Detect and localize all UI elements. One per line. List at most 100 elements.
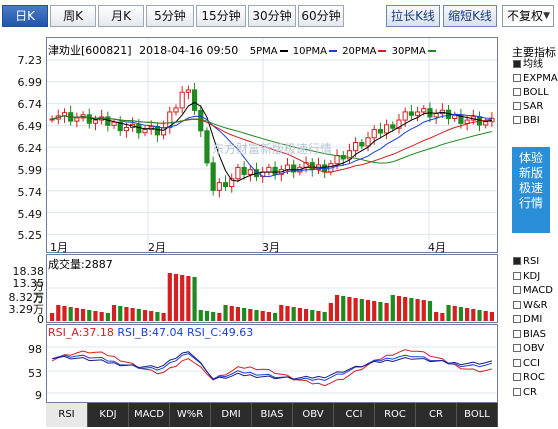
tab-cr[interactable]: CR — [416, 403, 457, 427]
period-tab-30min[interactable]: 30分钟 — [248, 5, 296, 27]
tab-dmi[interactable]: DMI — [211, 403, 252, 427]
sub-indicator-roc[interactable]: ROC — [513, 371, 545, 384]
tab-kdj[interactable]: KDJ — [88, 403, 129, 427]
price-tick: 5.74 — [17, 186, 43, 199]
candle-up — [334, 154, 340, 165]
candle-down — [377, 129, 383, 134]
volume-bar — [483, 311, 488, 321]
tab-bias[interactable]: BIAS — [252, 403, 293, 427]
candle-down — [117, 121, 123, 132]
rsi-b-value: RSI_B:47.04 — [117, 326, 184, 339]
sub-indicator-wr[interactable]: W&R — [513, 299, 548, 312]
rsi-panel[interactable] — [46, 324, 498, 403]
candle-up — [173, 107, 179, 113]
radio-icon — [513, 102, 521, 110]
volume-bar — [427, 301, 433, 321]
new-version-promo[interactable]: 体验 新版 极速 行情 — [512, 147, 550, 233]
main-indicator-[interactable]: 均线 — [513, 58, 543, 71]
candle-down — [359, 142, 365, 147]
volume-bar — [93, 311, 98, 321]
month-label: 1月 — [50, 241, 68, 254]
sub-indicator-cr[interactable]: CR — [513, 386, 537, 399]
promo-line: 行情 — [518, 196, 543, 210]
volume-bar — [186, 276, 191, 321]
volume-bar — [446, 305, 451, 321]
volume-bar — [229, 306, 234, 321]
period-tab-5min[interactable]: 5分钟 — [146, 5, 194, 27]
adjust-select[interactable]: 不复权 ▼ — [502, 5, 554, 27]
volume-bar — [192, 277, 197, 321]
candle-up — [353, 142, 359, 152]
indicator-label: CR — [523, 386, 537, 398]
month-label: 3月 — [262, 241, 280, 254]
candle-up — [142, 129, 148, 134]
price-tick: 7.23 — [17, 54, 43, 67]
main-indicator-bbi[interactable]: BBI — [513, 114, 540, 127]
volume-bar — [180, 275, 185, 321]
volume-bar — [471, 309, 476, 321]
period-tab-week[interactable]: 周K — [50, 5, 96, 27]
main-indicator-expma[interactable]: EXPMA — [513, 72, 558, 85]
volume-tick: 3.29万 — [8, 303, 45, 316]
sub-indicator-bias[interactable]: BIAS — [513, 328, 546, 341]
candle-up — [185, 89, 191, 93]
period-tab-60min[interactable]: 60分钟 — [298, 5, 344, 27]
ma30-swatch — [427, 50, 436, 52]
indicator-label: SAR — [523, 101, 544, 112]
tab-boll[interactable]: BOLL — [457, 403, 498, 427]
ma20-swatch — [378, 50, 387, 52]
indicator-label: MACD — [523, 285, 553, 296]
volume-bar — [136, 309, 141, 321]
volume-bar — [149, 311, 154, 321]
volume-bar — [291, 307, 296, 321]
candle-up — [483, 121, 489, 126]
volume-bar — [198, 310, 203, 321]
volume-bar — [409, 298, 414, 321]
candle-up — [247, 169, 253, 175]
tab-cci[interactable]: CCI — [334, 403, 375, 427]
price-tick: 5.99 — [17, 164, 43, 177]
main-indicator-boll[interactable]: BOLL — [513, 86, 549, 99]
volume-bar — [440, 313, 445, 321]
period-tab-day[interactable]: 日K — [2, 5, 48, 27]
tab-obv[interactable]: OBV — [293, 403, 334, 427]
volume-bar — [130, 308, 135, 321]
price-tick: 6.99 — [17, 76, 43, 89]
ma30-line — [51, 115, 493, 164]
indicator-label: W&R — [523, 299, 548, 311]
radio-icon — [513, 257, 521, 265]
sub-indicator-cci[interactable]: CCI — [513, 357, 540, 370]
candle-up — [464, 119, 470, 124]
tab-wr[interactable]: W%R — [170, 403, 211, 427]
sub-indicator-dmi[interactable]: DMI — [513, 313, 542, 326]
tab-macd[interactable]: MACD — [129, 403, 170, 427]
shrink-kline-button[interactable]: 缩短K线 — [443, 5, 497, 27]
sub-indicator-macd[interactable]: MACD — [513, 284, 553, 297]
ma10-line — [51, 113, 492, 178]
indicator-label: KDJ — [523, 270, 541, 282]
period-tab-15min[interactable]: 15分钟 — [196, 5, 246, 27]
period-tab-month[interactable]: 月K — [98, 5, 144, 27]
volume-bar — [415, 299, 420, 321]
main-indicator-sar[interactable]: SAR — [513, 100, 543, 113]
price-panel[interactable] — [46, 37, 498, 253]
volume-bar — [372, 301, 377, 321]
radio-icon — [513, 329, 521, 338]
stretch-kline-button[interactable]: 拉长K线 — [386, 5, 440, 27]
tab-roc[interactable]: ROC — [375, 403, 416, 427]
volume-panel[interactable] — [46, 254, 498, 323]
sub-indicator-rsi[interactable]: RSI — [513, 255, 539, 268]
ma20-label: 20PMA — [342, 46, 377, 57]
volume-bar — [322, 312, 327, 321]
volume-bar — [266, 312, 271, 321]
candle-down — [86, 114, 92, 124]
candle-up — [235, 166, 241, 180]
candle-up — [371, 129, 377, 139]
rsi-tick: 53 — [28, 367, 42, 380]
sub-indicator-obv[interactable]: OBV — [513, 342, 544, 355]
volume-bar — [403, 297, 408, 321]
sub-indicator-kdj[interactable]: KDJ — [513, 270, 540, 283]
volume-bar — [303, 309, 309, 321]
tab-rsi[interactable]: RSI — [46, 403, 88, 427]
candle-up — [284, 164, 291, 171]
